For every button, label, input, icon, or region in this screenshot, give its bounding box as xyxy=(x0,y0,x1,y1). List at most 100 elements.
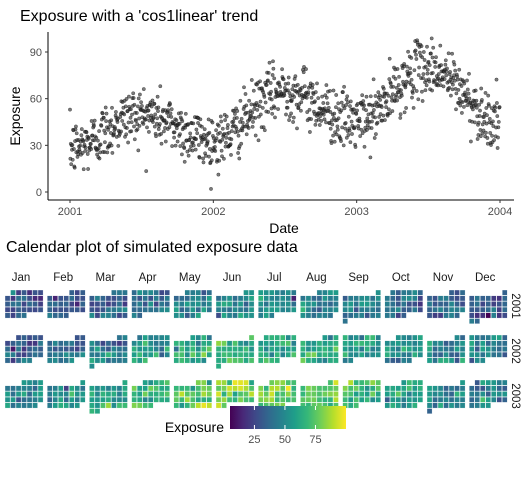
calendar-day-cell xyxy=(280,351,286,358)
scatter-point xyxy=(474,105,479,110)
calendar-day-cell xyxy=(364,351,370,358)
calendar-day-cell xyxy=(74,340,80,347)
calendar-day-cell xyxy=(63,295,69,302)
calendar-day-cell xyxy=(153,295,159,302)
calendar-day-cell xyxy=(327,391,334,397)
scatter-point xyxy=(349,119,354,124)
y-tick-label: 0 xyxy=(36,187,42,199)
calendar-day-cell xyxy=(94,408,101,414)
calendar-day-cell xyxy=(347,306,354,313)
scatter-point xyxy=(295,82,300,87)
calendar-day-cell xyxy=(248,301,255,307)
calendar-day-cell xyxy=(63,346,69,352)
calendar-day-cell xyxy=(406,391,413,397)
calendar-day-cell xyxy=(375,301,381,307)
scatter-point xyxy=(134,111,139,115)
calendar-day-cell xyxy=(300,396,306,403)
calendar-day-cell xyxy=(322,312,328,319)
calendar-day-cell xyxy=(375,312,381,319)
calendar-day-cell xyxy=(32,295,38,302)
scatter-point xyxy=(205,139,210,144)
calendar-day-cell xyxy=(226,295,233,302)
calendar-day-cell xyxy=(215,391,222,397)
calendar-day-cell xyxy=(358,351,365,358)
scatter-point xyxy=(368,155,373,160)
calendar-day-cell xyxy=(412,334,418,341)
calendar-day-cell xyxy=(4,295,11,302)
calendar-day-cell xyxy=(274,357,280,364)
scatter-point xyxy=(447,85,452,90)
calendar-day-cell xyxy=(142,346,148,352)
calendar-day-cell xyxy=(364,295,370,302)
scatter-point xyxy=(331,133,336,138)
calendar-day-cell xyxy=(364,301,370,307)
scatter-point xyxy=(378,97,383,102)
calendar-day-cell xyxy=(122,357,128,364)
calendar-day-cell xyxy=(47,340,53,347)
calendar-day-cell xyxy=(401,385,407,392)
calendar-day-cell xyxy=(437,306,444,313)
scatter-point xyxy=(460,100,465,105)
calendar-day-cell xyxy=(291,306,297,313)
calendar-day-cell xyxy=(347,396,354,403)
calendar-day-cell xyxy=(232,357,238,364)
calendar-day-cell xyxy=(375,289,381,296)
scatter-point xyxy=(104,119,109,124)
calendar-day-cell xyxy=(63,396,69,403)
calendar-day-cell xyxy=(502,301,508,307)
scatter-point xyxy=(265,78,270,83)
scatter-point xyxy=(313,99,317,104)
calendar-day-cell xyxy=(147,289,154,296)
calendar-day-cell xyxy=(21,295,27,302)
calendar-day-cell xyxy=(305,306,312,313)
calendar-day-cell xyxy=(342,318,348,324)
month-strip-label: Mar xyxy=(95,272,115,284)
calendar-day-cell xyxy=(195,379,202,386)
scatter-point xyxy=(99,123,104,128)
calendar-day-cell xyxy=(384,295,391,302)
scatter-point xyxy=(331,88,336,93)
calendar-day-cell xyxy=(432,385,438,392)
calendar-day-cell xyxy=(269,391,275,397)
calendar-day-cell xyxy=(158,396,165,403)
calendar-day-cell xyxy=(454,351,460,358)
calendar-day-cell xyxy=(47,306,53,313)
calendar-day-cell xyxy=(221,312,227,319)
calendar-day-cell xyxy=(285,379,291,386)
calendar-day-cell xyxy=(395,346,402,352)
calendar-day-cell xyxy=(384,346,391,352)
calendar-day-cell xyxy=(15,357,22,364)
scatter-point xyxy=(229,129,234,134)
calendar-day-cell xyxy=(69,340,75,347)
calendar-day-cell xyxy=(417,295,424,302)
scatter-point xyxy=(393,76,398,81)
calendar-day-cell xyxy=(269,306,275,313)
calendar-day-cell xyxy=(311,385,317,392)
scatter-point xyxy=(455,74,460,79)
calendar-day-cell xyxy=(291,396,297,403)
calendar-day-cell xyxy=(448,357,455,364)
calendar-day-cell xyxy=(215,402,222,409)
calendar-day-cell xyxy=(390,301,396,307)
calendar-day-cell xyxy=(401,295,407,302)
scatter-point xyxy=(273,115,277,120)
scatter-point xyxy=(228,142,233,147)
scatter-point xyxy=(417,50,422,55)
calendar-day-cell xyxy=(448,340,455,347)
calendar-day-cell xyxy=(502,306,508,313)
scatter-point xyxy=(397,74,402,79)
calendar-day-cell xyxy=(10,306,16,313)
scatter-point xyxy=(92,118,97,123)
scatter-point xyxy=(423,88,428,93)
calendar-day-cell xyxy=(384,351,391,358)
scatter-point xyxy=(191,143,196,148)
calendar-day-cell xyxy=(353,391,359,397)
calendar-day-cell xyxy=(342,357,348,364)
scatter-point xyxy=(410,90,415,95)
scatter-point xyxy=(328,126,333,131)
scatter-point xyxy=(461,104,466,109)
scatter-point xyxy=(317,123,322,127)
scatter-point xyxy=(436,72,441,77)
calendar-day-cell xyxy=(480,402,486,409)
calendar-day-cell xyxy=(206,334,213,341)
